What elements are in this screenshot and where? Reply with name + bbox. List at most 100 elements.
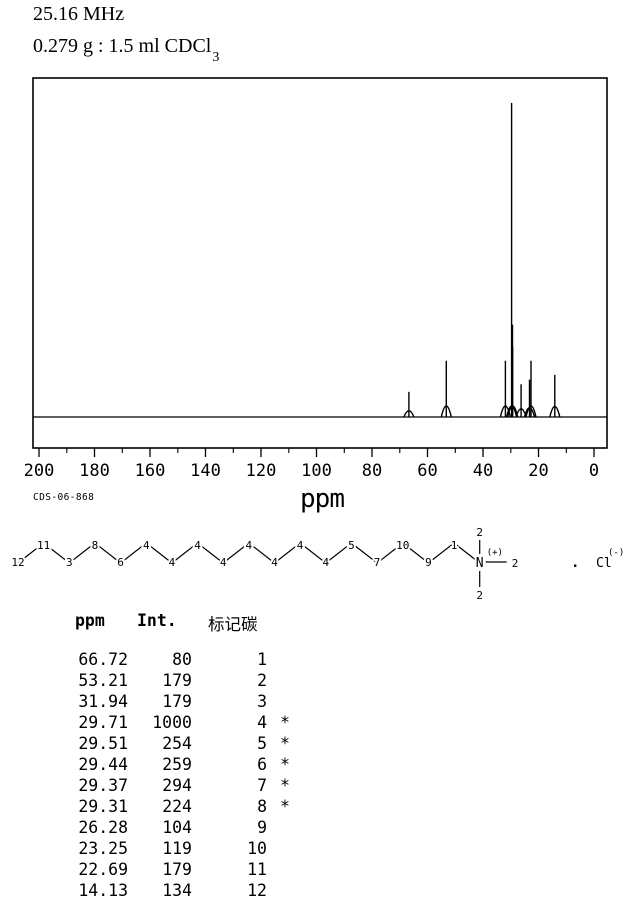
ppm-value: 53.21 xyxy=(78,671,128,690)
ppm-value: 26.28 xyxy=(78,818,128,837)
carbon-value: 7 xyxy=(257,776,267,795)
int-value: 179 xyxy=(162,692,192,711)
ppm-value: 23.25 xyxy=(78,839,128,858)
carbon-label: 9 xyxy=(425,556,432,569)
table-row: 29.44 259 6 * xyxy=(53,754,312,775)
carbon-value: 11 xyxy=(247,860,267,879)
carbon-label: 4 xyxy=(169,556,176,569)
carbon-label: 4 xyxy=(143,539,150,552)
tick-label: 20 xyxy=(528,461,548,481)
carbon-value: 9 xyxy=(257,818,267,837)
table-row: 53.21 179 2 xyxy=(53,670,312,691)
carbon-label: 11 xyxy=(37,539,50,552)
n-methyl-label-right: 2 xyxy=(512,557,519,570)
int-value: 294 xyxy=(162,776,192,795)
molecule-labels: 12 11 3 8 6 4 4 4 4 4 4 4 4 5 7 10 9 1 N(+) 2 2 2. Cl(-) xyxy=(9,526,624,602)
int-value: 104 xyxy=(162,818,192,837)
molecule-structure: 12 11 3 8 6 4 4 4 4 4 4 4 4 5 7 10 9 1 N(+) 2 2 2. Cl(-) xyxy=(9,526,624,602)
table-row: 29.71 1000 4 * xyxy=(53,712,312,733)
sample-text: 0.279 g : 1.5 ml CDCl xyxy=(33,35,212,57)
table-row: 29.51 254 5 * xyxy=(53,733,312,754)
table-row: 31.94 179 3 xyxy=(53,691,312,712)
tick-label: 140 xyxy=(190,461,221,481)
table-row: 14.13 134 12 xyxy=(53,880,312,901)
table-row: 29.37 294 7 * xyxy=(53,775,312,796)
ppm-value: 29.44 xyxy=(78,755,128,774)
carbon-label: 10 xyxy=(396,539,409,552)
int-value: 254 xyxy=(162,734,192,753)
int-value: 1000 xyxy=(152,713,192,732)
int-value: 119 xyxy=(162,839,192,858)
tick-label: 180 xyxy=(79,461,110,481)
x-axis-tick-labels: 200 180 160 140 120 100 80 60 40 20 0 xyxy=(24,461,599,481)
tick-label: 80 xyxy=(362,461,382,481)
int-value: 259 xyxy=(162,755,192,774)
carbon-chain-bond xyxy=(17,542,481,564)
star-value: * xyxy=(280,755,290,774)
table-row: 22.69 179 11 xyxy=(53,859,312,880)
int-value: 224 xyxy=(162,797,192,816)
nmr-spectrum-plot: 200 180 160 140 120 100 80 60 40 20 0 xyxy=(24,77,608,481)
spectrum-id-label: CDS-06-868 xyxy=(33,492,95,503)
col-header-carbon: 标记碳 xyxy=(208,615,258,634)
ppm-value: 14.13 xyxy=(78,881,128,900)
carbon-label: 1 xyxy=(451,539,458,552)
carbon-value: 4 xyxy=(257,713,267,732)
star-value: * xyxy=(280,776,290,795)
carbon-value: 3 xyxy=(257,692,267,711)
nitrogen-label: N xyxy=(476,556,484,571)
carbon-value: 5 xyxy=(257,734,267,753)
table-row: 26.28 104 9 xyxy=(53,817,312,838)
carbon-label: 7 xyxy=(374,556,381,569)
table-row: 29.31 224 8 * xyxy=(53,796,312,817)
carbon-label: 3 xyxy=(66,556,73,569)
col-header-int: Int. xyxy=(137,611,177,630)
carbon-value: 8 xyxy=(257,797,267,816)
nitrogen-charge-label: (+) xyxy=(487,548,503,558)
carbon-label: 5 xyxy=(348,539,355,552)
ppm-value: 29.37 xyxy=(78,776,128,795)
carbon-value: 10 xyxy=(247,839,267,858)
star-value: * xyxy=(280,713,290,732)
star-value: * xyxy=(280,734,290,753)
tick-label: 40 xyxy=(473,461,493,481)
tick-label: 120 xyxy=(246,461,277,481)
col-header-ppm: ppm xyxy=(75,611,105,630)
tick-label: 0 xyxy=(589,461,599,481)
carbon-value: 1 xyxy=(257,650,267,669)
carbon-value: 6 xyxy=(257,755,267,774)
carbon-label: 4 xyxy=(271,556,278,569)
carbon-label: 4 xyxy=(194,539,201,552)
tick-label: 160 xyxy=(135,461,166,481)
table-row: 23.25 119 10 xyxy=(53,838,312,859)
x-axis-title: ppm xyxy=(300,484,345,514)
carbon-value: 2 xyxy=(257,671,267,690)
int-value: 179 xyxy=(162,671,192,690)
spectrometer-frequency: 25.16 MHz xyxy=(33,3,125,25)
carbon-label: 4 xyxy=(220,556,227,569)
n-methyl-label-top: 2 xyxy=(476,526,483,539)
ppm-value: 29.51 xyxy=(78,734,128,753)
ppm-value: 66.72 xyxy=(78,650,128,669)
carbon-label: 8 xyxy=(92,539,99,552)
peaks-group xyxy=(403,103,561,418)
sample-subscript: 3 xyxy=(212,50,220,65)
table-body: 66.72 80 1 53.21 179 2 31.94 179 3 29.71 1000 4 * 29.… xyxy=(53,649,312,901)
ppm-value: 22.69 xyxy=(78,860,128,879)
plot-box xyxy=(32,77,608,449)
ppm-value: 29.71 xyxy=(78,713,128,732)
ppm-value: 29.31 xyxy=(78,797,128,816)
counterion-label: Cl xyxy=(596,556,612,571)
carbon-label: 4 xyxy=(322,556,329,569)
int-value: 80 xyxy=(172,650,192,669)
counterion-charge-label: (-) xyxy=(608,548,624,558)
star-value: * xyxy=(280,797,290,816)
peaks-trace xyxy=(403,103,561,418)
sample-info: 0.279 g : 1.5 ml CDCl3 xyxy=(33,35,220,65)
molecule-bonds xyxy=(17,540,507,587)
int-value: 134 xyxy=(162,881,192,900)
table-header-row: ppm Int. 标记碳 xyxy=(0,611,624,634)
carbon-label: 6 xyxy=(117,556,124,569)
tick-label: 60 xyxy=(417,461,437,481)
